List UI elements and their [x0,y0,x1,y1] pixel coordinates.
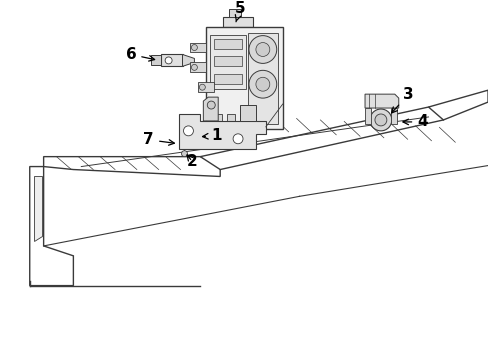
Circle shape [199,84,205,90]
Polygon shape [214,57,242,66]
Circle shape [189,129,204,145]
Polygon shape [391,108,397,124]
Circle shape [256,77,270,91]
Polygon shape [206,27,283,129]
Polygon shape [214,74,242,84]
Circle shape [183,126,194,136]
Circle shape [249,70,277,98]
Circle shape [370,109,392,131]
Polygon shape [214,39,242,49]
Polygon shape [365,94,399,108]
Circle shape [249,36,277,63]
Polygon shape [180,132,187,142]
Text: 5: 5 [235,1,245,22]
Polygon shape [229,9,241,17]
Polygon shape [30,167,74,285]
Circle shape [375,114,387,126]
Polygon shape [248,33,278,124]
Text: 6: 6 [125,47,155,62]
Polygon shape [198,82,214,92]
Polygon shape [34,176,42,241]
Polygon shape [210,35,246,89]
Circle shape [228,126,234,132]
Polygon shape [227,114,235,129]
Polygon shape [191,62,206,72]
Polygon shape [365,108,371,124]
Polygon shape [429,90,488,120]
Circle shape [233,134,243,144]
Circle shape [207,101,215,109]
Circle shape [192,64,197,70]
Polygon shape [44,157,220,176]
Polygon shape [161,54,182,66]
Circle shape [193,133,200,141]
Polygon shape [223,17,253,27]
Circle shape [165,57,172,64]
Circle shape [256,42,270,57]
Polygon shape [191,42,206,53]
Circle shape [215,126,221,132]
Text: 2: 2 [187,154,198,169]
Text: 1: 1 [202,128,221,143]
Polygon shape [203,97,218,121]
Polygon shape [240,114,248,129]
Text: 7: 7 [144,132,174,147]
Polygon shape [200,107,443,170]
Polygon shape [240,105,256,121]
Circle shape [241,126,247,132]
Polygon shape [182,54,195,66]
Circle shape [181,151,188,157]
Polygon shape [151,55,161,66]
Circle shape [192,45,197,50]
Polygon shape [178,114,266,149]
Text: 4: 4 [403,114,428,130]
Text: 3: 3 [392,87,414,113]
Polygon shape [214,114,222,129]
